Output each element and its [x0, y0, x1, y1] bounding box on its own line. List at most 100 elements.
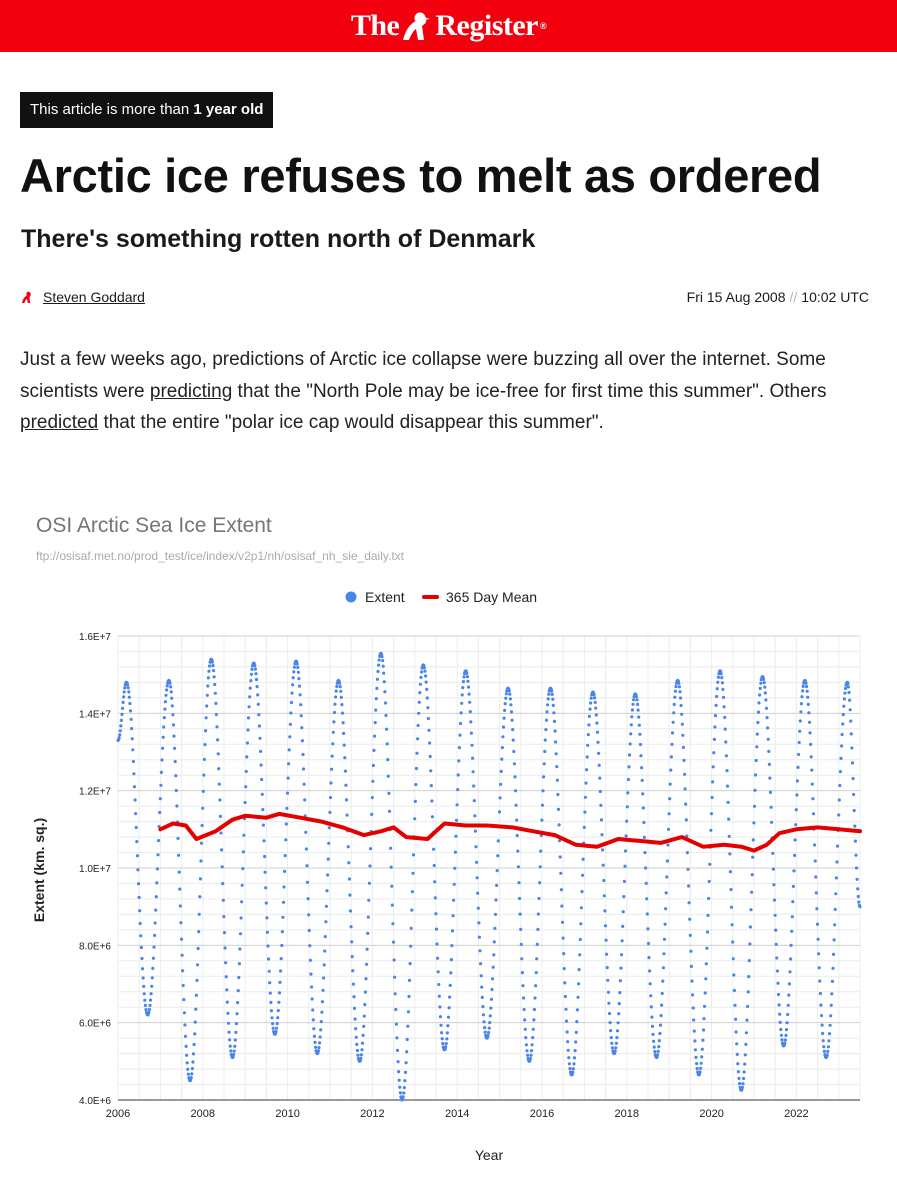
extent-point — [832, 938, 836, 942]
extent-point — [195, 963, 200, 967]
extent-point — [387, 809, 392, 813]
extent-point — [205, 704, 209, 708]
extent-point — [260, 777, 264, 782]
extent-point — [509, 703, 513, 707]
extent-point — [248, 695, 252, 699]
x-tick-label: 2006 — [106, 1108, 130, 1120]
extent-point — [474, 845, 478, 849]
extent-point — [143, 1003, 147, 1007]
extent-point — [179, 921, 183, 925]
extent-point — [691, 1006, 695, 1010]
extent-point — [649, 1005, 653, 1009]
extent-point — [471, 756, 475, 760]
extent-point — [721, 687, 725, 691]
extent-point — [426, 716, 430, 721]
extent-point — [324, 920, 328, 924]
predicted-link[interactable]: predicted — [20, 412, 99, 433]
extent-point — [228, 1044, 232, 1048]
extent-point — [149, 992, 153, 996]
extent-point — [237, 962, 241, 966]
extent-point — [554, 740, 558, 744]
extent-point — [295, 662, 299, 666]
extent-point — [560, 904, 564, 908]
extent-point — [406, 1024, 410, 1028]
extent-point — [366, 931, 370, 935]
extent-point — [602, 878, 606, 883]
extent-point — [719, 672, 723, 676]
extent-point — [328, 810, 332, 814]
extent-point — [411, 871, 415, 875]
register-logo[interactable]: The Register ® — [351, 9, 547, 43]
extent-point — [122, 695, 126, 699]
extent-point — [285, 806, 289, 810]
extent-point — [185, 1053, 189, 1057]
extent-point — [256, 693, 260, 697]
extent-point — [848, 698, 852, 702]
extent-point — [348, 893, 352, 897]
extent-point — [808, 731, 812, 735]
extent-point — [734, 1017, 738, 1021]
extent-point — [847, 690, 851, 695]
extent-point — [502, 716, 506, 720]
extent-point — [746, 990, 750, 994]
extent-point — [140, 956, 144, 961]
extent-point — [771, 851, 775, 855]
extent-point — [609, 1036, 613, 1040]
extent-point — [361, 1033, 365, 1037]
extent-point — [360, 1041, 365, 1045]
extent-point — [646, 941, 651, 946]
publish-date: Fri 15 Aug 2008 — [686, 289, 786, 305]
extent-point — [816, 937, 820, 941]
extent-point — [504, 696, 508, 700]
extent-point — [579, 922, 583, 926]
extent-point — [373, 721, 377, 725]
extent-point — [163, 707, 167, 711]
y-tick-label: 4.0E+6 — [79, 1096, 111, 1107]
extent-point — [154, 908, 158, 912]
extent-point — [459, 711, 463, 715]
extent-point — [700, 1055, 704, 1059]
extent-point — [666, 827, 671, 831]
extent-point — [173, 760, 177, 764]
extent-point — [462, 675, 466, 679]
extent-point — [204, 729, 208, 733]
extent-point — [630, 715, 634, 719]
extent-point — [731, 957, 735, 961]
extent-point — [322, 976, 326, 980]
extent-point — [736, 1070, 741, 1074]
extent-point — [365, 962, 369, 966]
extent-point — [300, 739, 304, 743]
extent-point — [282, 885, 286, 889]
extent-point — [594, 706, 598, 710]
extent-point — [385, 742, 389, 746]
extent-point — [334, 689, 338, 693]
extent-point — [558, 839, 562, 843]
author-link[interactable]: Steven Goddard — [43, 289, 145, 305]
extent-point — [195, 978, 199, 982]
extent-point — [173, 746, 177, 750]
extent-point — [318, 1041, 322, 1045]
extent-point — [359, 1056, 363, 1060]
extent-point — [280, 930, 284, 934]
extent-point — [390, 884, 394, 888]
extent-point — [695, 1062, 699, 1066]
extent-point — [512, 762, 517, 766]
extent-point — [402, 1086, 406, 1090]
extent-point — [571, 1070, 575, 1074]
extent-point — [756, 720, 760, 725]
extent-point — [771, 867, 776, 871]
extent-point — [221, 898, 225, 902]
extent-point — [577, 982, 581, 986]
extent-point — [338, 681, 342, 685]
extent-point — [783, 1038, 788, 1042]
extent-point — [531, 1027, 535, 1031]
extent-point — [618, 979, 623, 983]
extent-point — [466, 685, 471, 689]
extent-point — [789, 943, 793, 947]
extent-point — [352, 995, 356, 999]
extent-point — [309, 972, 313, 976]
predicting-link[interactable]: predicting — [149, 380, 233, 402]
extent-point — [688, 933, 692, 937]
extent-point — [669, 768, 673, 772]
extent-point — [244, 785, 248, 789]
